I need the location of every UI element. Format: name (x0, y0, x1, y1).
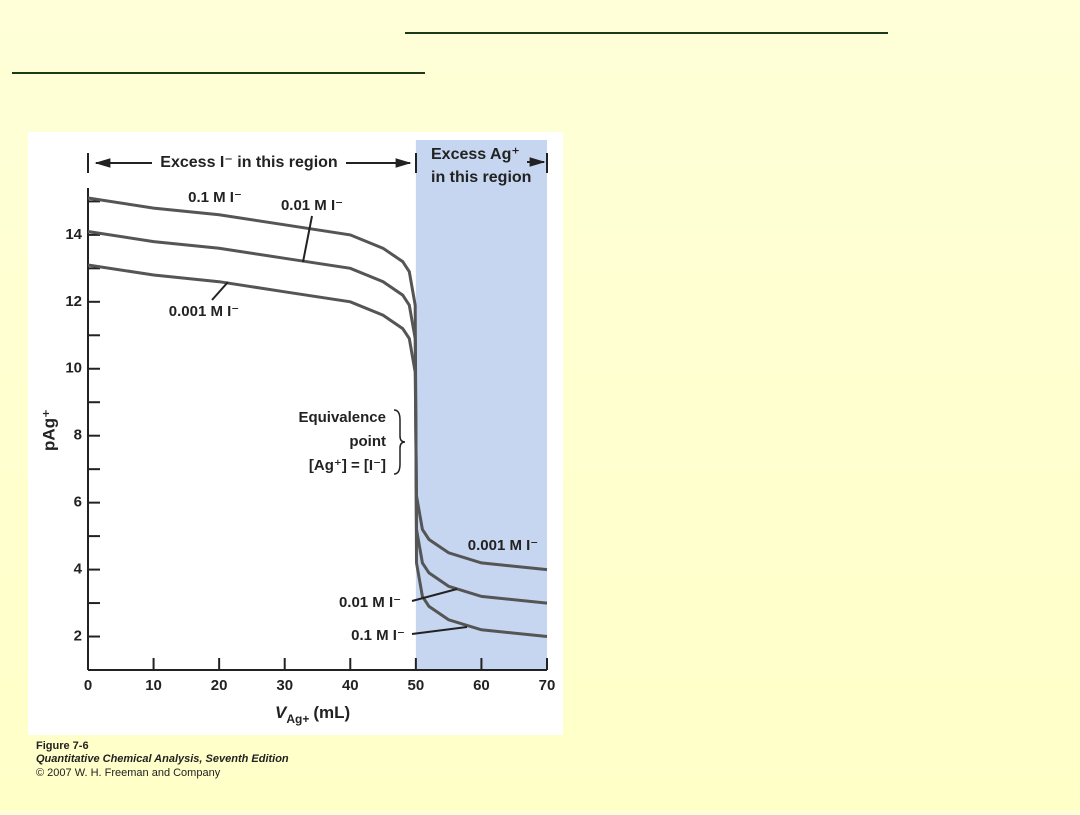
x-tick-label: 50 (408, 677, 425, 694)
y-tick-label: 2 (74, 627, 82, 644)
x-tick-label: 10 (145, 677, 162, 694)
caption: © 2007 W. H. Freeman and Company (36, 767, 221, 779)
header-label: Excess Ag⁺ (431, 146, 520, 163)
equivalence-note: Equivalence (298, 409, 386, 426)
curve-label: 0.01 M I⁻ (281, 197, 343, 214)
curve (87, 230, 548, 605)
x-tick-label: 70 (539, 677, 556, 694)
y-tick-label: 8 (74, 427, 82, 444)
header-label: in this region (431, 169, 531, 186)
caption: Quantitative Chemical Analysis, Seventh … (36, 753, 289, 765)
x-axis-label: VAg+ (mL) (275, 703, 350, 726)
shaded-region (415, 140, 547, 670)
equivalence-note: point (349, 433, 386, 450)
leader-line (411, 588, 458, 602)
leader-line (211, 281, 229, 301)
curve-label: 0.001 M I⁻ (169, 303, 239, 320)
y-tick-label: 12 (65, 293, 82, 310)
curve (87, 263, 548, 572)
leader-line (302, 215, 313, 263)
brace (393, 409, 406, 475)
x-tick-label: 30 (276, 677, 293, 694)
x-tick-label: 0 (84, 677, 92, 694)
equivalence-note: [Ag⁺] = [I⁻] (309, 457, 386, 474)
y-tick-label: 6 (74, 494, 82, 511)
y-axis-label: pAg⁺ (39, 409, 58, 451)
x-label-symbol: V (275, 703, 288, 722)
curve-label: 0.01 M I⁻ (339, 594, 401, 611)
curve (87, 196, 548, 638)
plot: 2 4 6 8 10 12 14 0 10 20 30 40 50 60 70 pAg⁺ VAg+ (mL) Exc… (39, 140, 555, 726)
leader-line (411, 626, 468, 635)
caption: Figure 7-6 (36, 740, 89, 752)
curve-label: 0.1 M I⁻ (351, 627, 405, 644)
header-label: Excess I⁻ in this region (160, 154, 337, 171)
curve-label: 0.1 M I⁻ (188, 189, 242, 206)
x-tick-label: 60 (473, 677, 490, 694)
y-tick-label: 4 (74, 561, 83, 578)
x-label-unit: (mL) (313, 703, 350, 722)
x-tick-label: 20 (211, 677, 228, 694)
x-label-subscript: Ag+ (286, 712, 309, 726)
y-tick-label: 14 (65, 226, 82, 243)
x-tick-label: 40 (342, 677, 359, 694)
curve-label: 0.001 M I⁻ (468, 537, 538, 554)
y-tick-label: 10 (65, 360, 82, 377)
